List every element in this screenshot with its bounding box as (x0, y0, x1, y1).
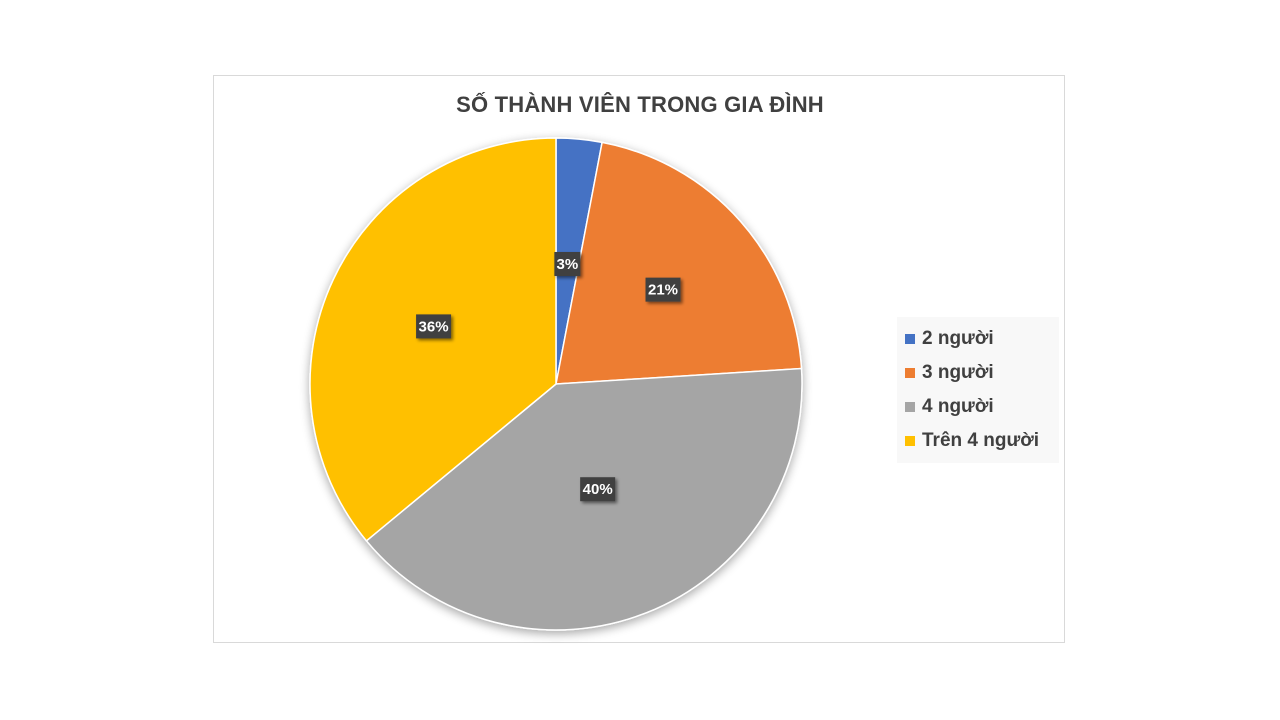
chart-area: SỐ THÀNH VIÊN TRONG GIA ĐÌNH 3% 21% 40% 36%… (213, 75, 1065, 643)
data-label-text: 3% (557, 256, 579, 273)
legend-swatch (905, 402, 915, 412)
legend-label: 3 người (922, 362, 994, 383)
legend-swatch (905, 368, 915, 378)
legend-label: 2 người (922, 328, 994, 349)
chart-title: SỐ THÀNH VIÊN TRONG GIA ĐÌNH (456, 92, 824, 117)
legend-swatch (905, 334, 915, 344)
data-label: 36% (416, 314, 452, 339)
legend-item: 3 người (905, 356, 1059, 390)
chart-legend: 2 người 3 người 4 người Trên 4 người (897, 317, 1059, 463)
legend-item: 4 người (905, 390, 1059, 424)
legend-item: Trên 4 người (905, 424, 1059, 458)
data-label-box (554, 251, 581, 276)
data-label-text: 36% (419, 318, 449, 335)
data-label: 21% (645, 277, 681, 302)
data-label-text: 40% (583, 481, 613, 498)
data-label: 3% (554, 251, 581, 276)
data-label: 40% (580, 477, 616, 502)
data-label-box (580, 477, 616, 502)
pie-chart: 3% 21% 40% 36% (309, 137, 803, 631)
legend-item: 2 người (905, 322, 1059, 356)
legend-label: 4 người (922, 396, 994, 417)
legend-label: Trên 4 người (922, 430, 1040, 451)
pie-slice-2 (555, 141, 803, 385)
data-label-text: 21% (648, 282, 678, 299)
data-label-box (645, 277, 681, 302)
legend-swatch (905, 436, 915, 446)
pie-slice-4 (309, 137, 557, 542)
data-label-box (416, 314, 452, 339)
